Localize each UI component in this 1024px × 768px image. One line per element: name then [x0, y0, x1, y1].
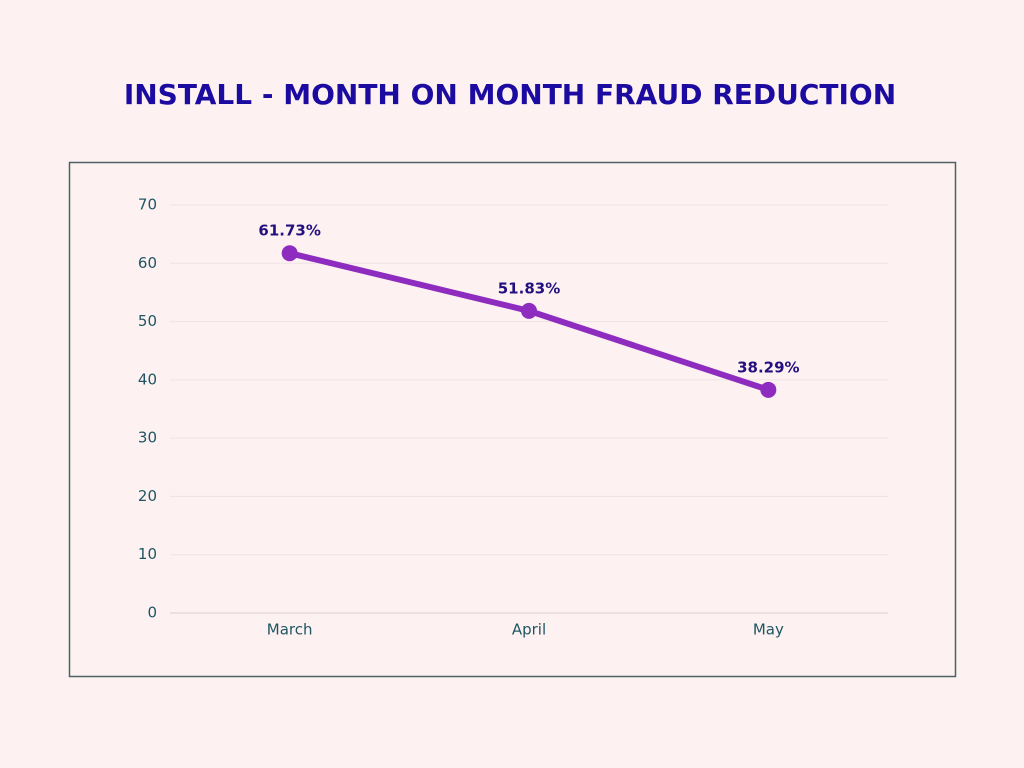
x-tick-label: March: [267, 621, 313, 639]
y-tick-label: 60: [138, 254, 157, 272]
x-tick-label: April: [512, 621, 546, 639]
chart-title: INSTALL - MONTH ON MONTH FRAUD REDUCTION: [124, 78, 896, 111]
y-tick-label: 50: [138, 312, 157, 330]
point: [760, 381, 777, 398]
plot-frame: [68, 161, 957, 678]
x-tick-label: May: [753, 621, 784, 639]
y-tick-label: 20: [138, 487, 157, 505]
data-label: 51.83%: [498, 279, 560, 297]
y-tick-label: 10: [138, 545, 157, 563]
data-label: 38.29%: [737, 358, 799, 376]
y-tick-label: 70: [138, 196, 157, 214]
point: [521, 302, 537, 319]
y-tick-label: 0: [147, 604, 157, 622]
y-tick-label: 30: [138, 429, 157, 447]
data-label: 61.73%: [258, 222, 320, 240]
point: [281, 245, 298, 262]
y-tick-label: 40: [138, 370, 157, 388]
